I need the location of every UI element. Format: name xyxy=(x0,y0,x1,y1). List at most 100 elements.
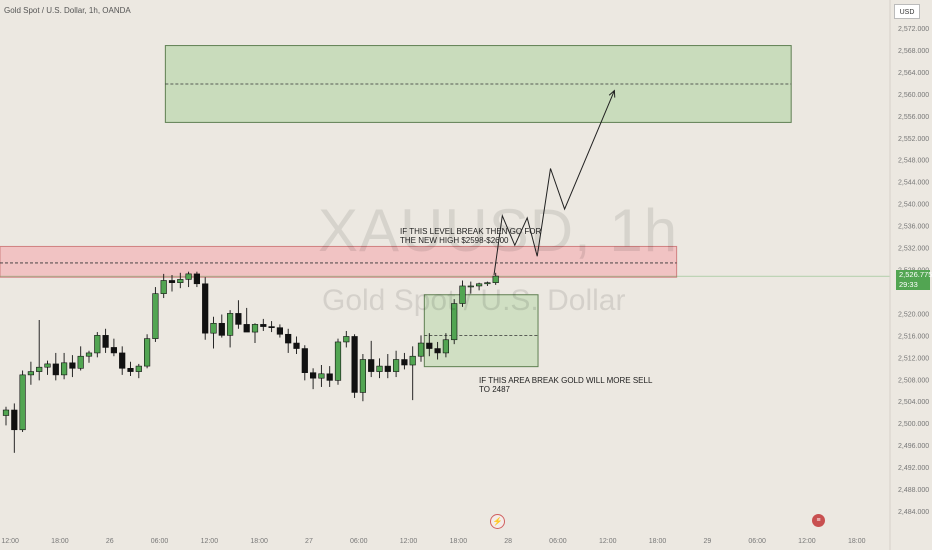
candle-up xyxy=(94,335,101,354)
x-tick-label: 18:00 xyxy=(450,538,468,545)
candle-down xyxy=(235,313,242,325)
x-tick-label: 06:00 xyxy=(151,538,169,545)
candle-up xyxy=(459,285,466,304)
projection xyxy=(493,89,616,276)
y-tick-label: 2,568.000 xyxy=(898,48,929,55)
candle-up xyxy=(160,280,167,294)
candle-up xyxy=(484,282,491,285)
candle-down xyxy=(326,373,333,381)
y-tick-label: 2,564.000 xyxy=(898,70,929,77)
candle-down xyxy=(243,324,250,333)
us-flag-icon[interactable]: ≡ xyxy=(812,514,825,527)
candle-up xyxy=(492,275,499,283)
candle-up xyxy=(251,324,259,333)
x-tick-label: 12:00 xyxy=(201,538,219,545)
candle-down xyxy=(434,348,441,354)
watermark-symbol: XAUUSD, 1h xyxy=(318,197,679,264)
y-tick-label: 2,532.000 xyxy=(898,246,929,253)
candle-up xyxy=(19,374,26,431)
candle-down xyxy=(52,363,59,376)
annotation-break-up-line1: IF THIS LEVEL BREAK THEN GO FOR xyxy=(400,227,542,236)
candle-down xyxy=(110,347,117,354)
candle-up xyxy=(77,355,84,369)
projection-path xyxy=(493,90,615,276)
candle-down xyxy=(260,324,267,327)
candle-down xyxy=(193,273,201,285)
y-tick-label: 2,488.000 xyxy=(898,487,929,494)
x-tick-label: 27 xyxy=(305,538,313,545)
x-tick-label: 06:00 xyxy=(350,538,368,545)
candle-down xyxy=(351,336,358,393)
candle-down xyxy=(426,342,433,349)
y-tick-label: 2,504.000 xyxy=(898,399,929,406)
x-tick-label: 18:00 xyxy=(51,538,69,545)
candle-up xyxy=(210,322,217,334)
candle-down xyxy=(268,326,275,328)
candle-down xyxy=(202,283,209,334)
candle-up xyxy=(343,336,350,343)
x-tick-label: 12:00 xyxy=(599,538,617,545)
candle-down xyxy=(285,333,292,344)
y-tick-label: 2,572.000 xyxy=(898,26,929,33)
candle-up xyxy=(135,365,142,372)
y-tick-label: 2,496.000 xyxy=(898,443,929,450)
candle-up xyxy=(392,359,400,372)
candle-up xyxy=(475,283,483,287)
candle-up xyxy=(227,313,234,336)
x-tick-label: 18:00 xyxy=(250,538,268,545)
candle-up xyxy=(36,366,43,372)
y-tick-label: 2,492.000 xyxy=(898,465,929,472)
candle-down xyxy=(69,362,76,369)
y-tick-label: 2,540.000 xyxy=(898,202,929,209)
y-tick-label: 2,552.000 xyxy=(898,136,929,143)
chart-title: Gold Spot / U.S. Dollar, 1h, OANDA xyxy=(4,6,131,15)
x-tick-label: 18:00 xyxy=(848,538,866,545)
candle-up xyxy=(376,365,383,372)
last-price-countdown: 29:33 xyxy=(896,280,930,290)
y-tick-label: 2,508.000 xyxy=(898,377,929,384)
candle-up xyxy=(451,303,458,341)
watermark-name: Gold Spot / U.S. Dollar xyxy=(322,284,626,317)
annotation-break-up-line2: THE NEW HIGH $2598-$2600 xyxy=(400,236,509,245)
x-tick-label: 26 xyxy=(106,538,114,545)
resistance-zone[interactable] xyxy=(0,245,678,278)
y-tick-label: 2,536.000 xyxy=(898,224,929,231)
currency-button[interactable]: USD xyxy=(894,4,920,19)
zones xyxy=(0,45,890,368)
candle-up xyxy=(185,273,192,280)
candle-up xyxy=(2,409,10,416)
candle-down xyxy=(309,372,317,379)
annotation-sell-line1: IF THIS AREA BREAK GOLD WILL MORE SELL xyxy=(479,376,653,385)
x-tick-label: 28 xyxy=(504,538,512,545)
projection-arrowhead xyxy=(608,89,616,98)
y-tick-label: 2,548.000 xyxy=(898,158,929,165)
annotation-sell: IF THIS AREA BREAK GOLD WILL MORE SELL T… xyxy=(479,376,652,394)
candle-down xyxy=(119,352,126,369)
y-tick-label: 2,544.000 xyxy=(898,180,929,187)
y-tick-label: 2,516.000 xyxy=(898,333,929,340)
candle-down xyxy=(218,322,225,336)
candle-down xyxy=(276,327,284,335)
candle-up xyxy=(60,362,68,376)
candle-down xyxy=(384,365,391,372)
candle-down xyxy=(102,335,109,348)
y-tick-label: 2,500.000 xyxy=(898,421,929,428)
candle-up xyxy=(409,355,416,366)
demand-zone[interactable] xyxy=(423,294,539,368)
candle-down xyxy=(127,367,134,372)
candle-down xyxy=(293,342,300,349)
last-price-value: 2,526.775 xyxy=(896,270,932,280)
x-tick-label: 18:00 xyxy=(649,538,667,545)
candle-down xyxy=(168,280,176,283)
x-tick-label: 12:00 xyxy=(400,538,418,545)
x-tick-label: 12:00 xyxy=(1,538,19,545)
annotation-sell-line2: TO 2487 xyxy=(479,385,510,394)
candle-up xyxy=(144,338,151,367)
annotation-break-up: IF THIS LEVEL BREAK THEN GO FOR THE NEW … xyxy=(400,227,541,245)
lightning-icon[interactable]: ⚡ xyxy=(490,514,505,529)
candle-up xyxy=(152,293,159,339)
candle-up xyxy=(417,342,425,357)
candle-up xyxy=(334,341,342,381)
candle-up xyxy=(318,373,325,379)
